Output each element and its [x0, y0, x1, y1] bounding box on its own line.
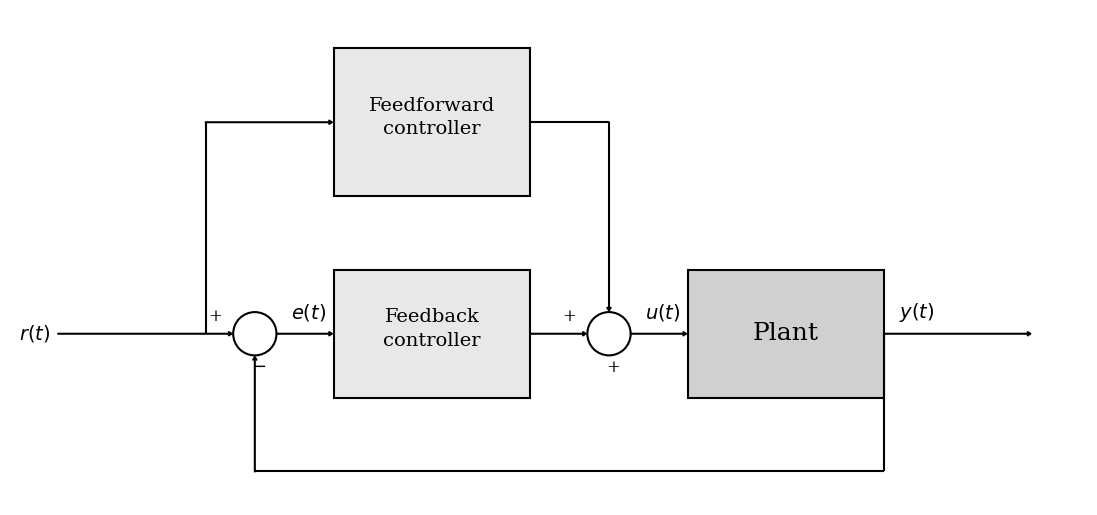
Text: Plant: Plant: [754, 322, 819, 345]
Text: $e(t)$: $e(t)$: [291, 302, 327, 322]
Text: Feedforward
controller: Feedforward controller: [369, 96, 495, 138]
Text: +: +: [208, 307, 223, 324]
Bar: [333, 48, 530, 196]
Text: $y(t)$: $y(t)$: [900, 301, 935, 323]
Bar: [688, 270, 884, 398]
Text: $r(t)$: $r(t)$: [19, 323, 50, 344]
Text: $u(t)$: $u(t)$: [645, 302, 681, 322]
Text: −: −: [251, 358, 267, 376]
Text: +: +: [563, 307, 577, 324]
Text: +: +: [606, 358, 620, 376]
Text: Feedback
controller: Feedback controller: [383, 308, 480, 350]
Bar: [333, 270, 530, 398]
